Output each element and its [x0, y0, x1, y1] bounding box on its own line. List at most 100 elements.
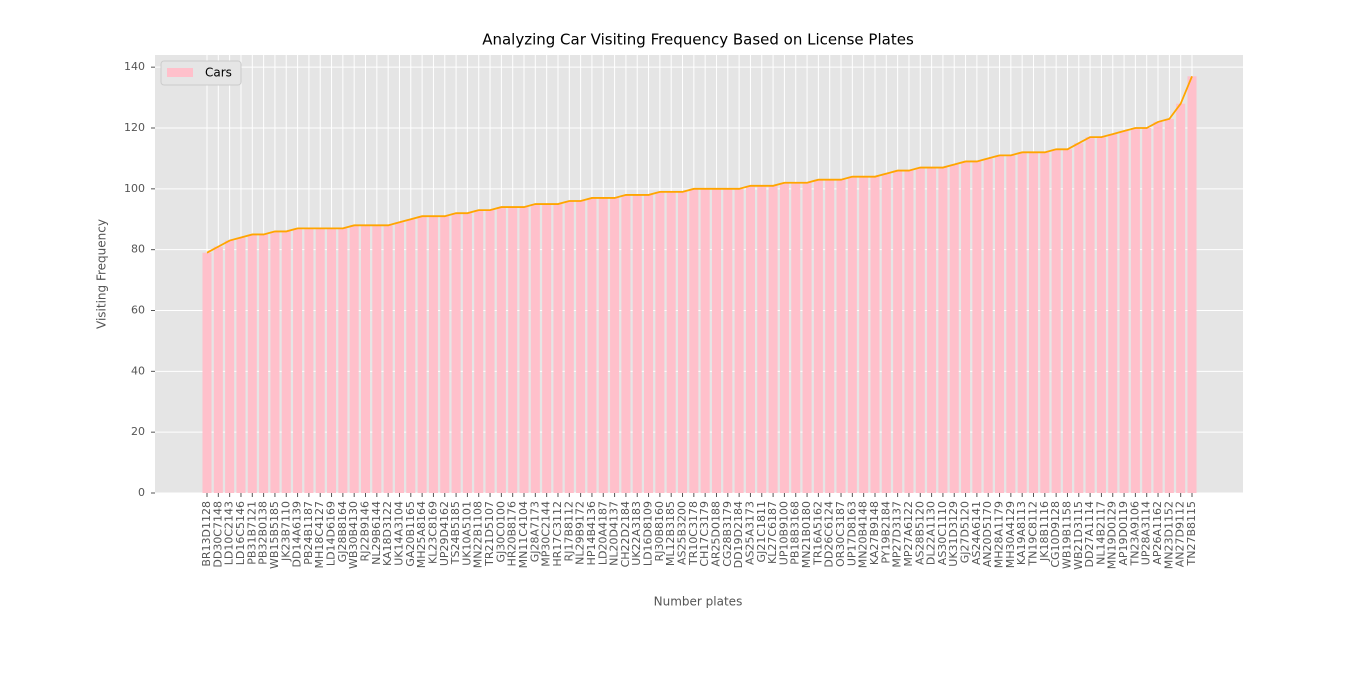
bar — [632, 194, 642, 493]
bar — [451, 213, 461, 493]
bar — [406, 219, 416, 493]
x-tick-label: TN23A9106 — [1128, 501, 1141, 566]
x-tick-label: RJ30B8160 — [653, 501, 666, 561]
x-tick-label: AS30C1110 — [936, 501, 949, 565]
x-tick-label: AS24A6141 — [970, 501, 983, 565]
bar — [870, 176, 880, 493]
x-tick-label: MN23D1152 — [1162, 501, 1175, 569]
x-tick-label: PY19B2184 — [879, 501, 892, 564]
bar — [598, 197, 608, 494]
x-tick-label: PB18B3168 — [789, 501, 802, 565]
x-tick-label: LD20A4187 — [596, 501, 609, 565]
bar — [304, 228, 314, 493]
bar — [225, 240, 235, 493]
x-tick-label: AS28B5120 — [913, 501, 926, 565]
x-tick-label: RJ22B9146 — [359, 501, 372, 561]
bar — [417, 216, 427, 494]
x-tick-label: NL29B6144 — [370, 501, 383, 565]
x-tick-label: MH30A4129 — [1004, 501, 1017, 568]
bar — [1119, 131, 1129, 493]
x-tick-label: ML12B3185 — [664, 501, 677, 566]
x-tick-label: HR20B8176 — [506, 501, 519, 566]
bar — [1051, 149, 1061, 493]
x-tick-label: MN22B1108 — [472, 501, 485, 568]
bar — [700, 188, 710, 494]
bar — [836, 179, 846, 494]
bar — [338, 228, 348, 493]
bar — [1130, 128, 1140, 493]
x-tick-label: UK22A3183 — [630, 501, 643, 566]
x-tick-label: NL20D4137 — [608, 501, 621, 566]
bar — [1153, 121, 1163, 494]
x-tick-label: MH25A8164 — [415, 501, 428, 568]
legend-box — [160, 60, 242, 86]
bar — [859, 176, 869, 493]
x-tick-label: AS25A3173 — [743, 501, 756, 565]
bar — [745, 185, 755, 493]
x-tick-label: LD16C5146 — [234, 501, 247, 565]
x-tick-label: TS24B5185 — [449, 501, 462, 565]
x-tick-label: HR17C3112 — [551, 501, 564, 567]
y-tick-label: 40 — [131, 364, 145, 377]
bar — [202, 252, 212, 493]
bar — [576, 201, 586, 493]
x-tick-label: GJ21C1811 — [755, 501, 768, 562]
x-tick-label: AR25D0188 — [709, 501, 722, 567]
legend-label: Cars — [205, 66, 232, 80]
bar — [259, 234, 269, 494]
bar — [961, 161, 971, 494]
y-tick-label: 0 — [138, 486, 145, 499]
x-tick-label: UK14A3104 — [392, 501, 405, 566]
bar — [1176, 103, 1186, 494]
x-tick-label: GJ30C0100 — [494, 501, 507, 562]
x-tick-label: GJ27D5120 — [959, 501, 972, 563]
bar — [236, 237, 246, 493]
x-tick-label: NL14B2117 — [1094, 501, 1107, 565]
bar — [462, 213, 472, 493]
bar — [757, 185, 767, 493]
bar — [881, 173, 891, 493]
bar — [1096, 137, 1106, 493]
bar — [893, 170, 903, 494]
x-tick-label: GA20B1165 — [404, 501, 417, 567]
bar — [621, 194, 631, 493]
bar — [847, 176, 857, 493]
x-tick-label: DD27A1114 — [1083, 501, 1096, 567]
x-tick-label: DL22A1130 — [925, 501, 938, 565]
y-tick-label: 80 — [131, 243, 145, 256]
x-tick-label: OR30C3187 — [834, 501, 847, 567]
y-axis-label: Visiting Frequency — [95, 219, 109, 329]
bar — [1017, 152, 1027, 494]
y-tick-label: 20 — [131, 425, 145, 438]
bar — [293, 228, 303, 493]
bar — [587, 197, 597, 494]
bar — [394, 222, 404, 493]
x-tick-label: AN27D9112 — [1174, 501, 1187, 567]
bar — [530, 204, 540, 493]
x-tick-label: LD16D8109 — [642, 501, 655, 566]
bar — [281, 231, 291, 493]
x-tick-label: DD14A6139 — [291, 501, 304, 567]
x-tick-label: TR16A5162 — [811, 501, 824, 566]
x-tick-label: PB32B0138 — [257, 501, 270, 565]
x-tick-label: JK18B1116 — [1038, 501, 1051, 562]
bar — [1187, 76, 1197, 494]
bar — [655, 191, 665, 493]
bar — [1040, 152, 1050, 494]
bar — [1074, 143, 1084, 494]
x-tick-label: KL23C8169 — [426, 501, 439, 564]
x-tick-label: UP10B9100 — [777, 501, 790, 565]
x-tick-label: WB30B4130 — [347, 501, 360, 569]
x-tick-label: UP29D4162 — [438, 501, 451, 566]
x-tick-label: DD30C7148 — [211, 501, 224, 568]
x-tick-label: PB31B7121 — [245, 501, 258, 565]
bar — [915, 167, 925, 493]
x-tick-label: UK31D3129 — [947, 501, 960, 567]
bar — [1028, 152, 1039, 494]
x-tick-label: MP30C2144 — [540, 501, 553, 567]
bar — [270, 231, 280, 493]
x-tick-label: CG10D9128 — [1049, 501, 1062, 568]
bar — [904, 170, 914, 494]
x-tick-label: MP27A6122 — [902, 501, 915, 567]
legend-swatch — [167, 68, 193, 77]
